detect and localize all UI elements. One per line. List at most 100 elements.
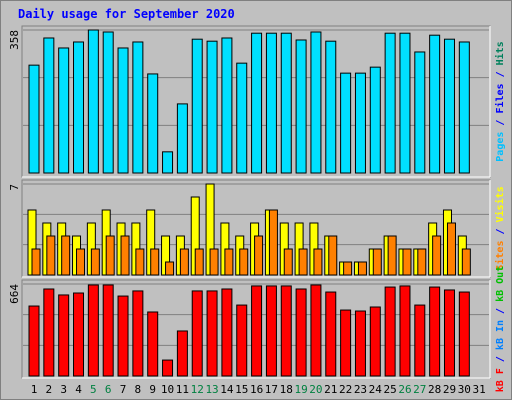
x-tick-label: 30 bbox=[458, 383, 471, 396]
x-tick-label: 9 bbox=[149, 383, 156, 396]
bar bbox=[298, 248, 308, 276]
bar bbox=[43, 37, 55, 174]
legend-entry: kB F bbox=[495, 368, 506, 392]
x-tick-label: 13 bbox=[205, 383, 218, 396]
bar bbox=[58, 294, 70, 377]
x-tick-label: 25 bbox=[384, 383, 397, 396]
bar bbox=[224, 248, 234, 276]
bar bbox=[179, 248, 189, 276]
bar bbox=[132, 290, 144, 377]
bar bbox=[43, 288, 55, 377]
bar bbox=[28, 64, 40, 174]
bar bbox=[254, 235, 264, 276]
x-tick-label: 17 bbox=[265, 383, 278, 396]
bar bbox=[209, 248, 219, 276]
bar bbox=[268, 209, 278, 276]
x-tick-label: 12 bbox=[191, 383, 204, 396]
legend-entry: Sites bbox=[494, 241, 506, 271]
legend-entry: / bbox=[495, 350, 506, 368]
legend-entry: / bbox=[495, 114, 506, 132]
x-tick-label: 29 bbox=[443, 383, 456, 396]
bar bbox=[429, 34, 441, 174]
bar bbox=[28, 305, 40, 377]
bar bbox=[73, 41, 85, 174]
bar bbox=[443, 38, 455, 174]
bar bbox=[102, 31, 114, 174]
bar bbox=[328, 235, 338, 276]
bar bbox=[432, 235, 442, 276]
bar bbox=[206, 290, 218, 377]
x-tick-label: 24 bbox=[369, 383, 383, 396]
bar bbox=[239, 248, 249, 276]
bar bbox=[265, 285, 277, 377]
bar bbox=[313, 248, 323, 276]
side-legend: Sites / VisitsVisitsSites bbox=[494, 186, 506, 270]
bar bbox=[162, 359, 174, 377]
bar bbox=[147, 311, 159, 377]
bar bbox=[283, 248, 293, 276]
chart-title: Daily usage for September 2020 bbox=[18, 7, 235, 21]
bar bbox=[446, 222, 456, 276]
bar bbox=[46, 235, 56, 276]
x-tick-label: 16 bbox=[250, 383, 263, 396]
bar bbox=[132, 41, 144, 174]
legend-entry: kB Out bbox=[495, 266, 506, 302]
bar bbox=[206, 40, 218, 174]
bar bbox=[325, 40, 337, 174]
bar bbox=[429, 286, 441, 377]
x-tick-label: 5 bbox=[90, 383, 97, 396]
bar bbox=[372, 248, 382, 276]
bar bbox=[384, 32, 396, 174]
bar bbox=[150, 248, 160, 276]
x-tick-label: 18 bbox=[280, 383, 293, 396]
x-tick-label: 1 bbox=[31, 383, 38, 396]
legend-entry: / bbox=[495, 222, 506, 240]
bar bbox=[443, 289, 455, 377]
bar bbox=[191, 38, 203, 174]
bar bbox=[87, 284, 99, 377]
bar bbox=[105, 235, 115, 276]
bar bbox=[402, 248, 412, 276]
bar bbox=[31, 248, 41, 276]
x-tick-label: 2 bbox=[46, 383, 53, 396]
legend-entry: / bbox=[495, 65, 506, 83]
bar bbox=[399, 32, 411, 174]
bar bbox=[310, 31, 322, 174]
legend-entry: Visits bbox=[494, 186, 506, 222]
x-tick-label: 20 bbox=[309, 383, 322, 396]
bar bbox=[280, 32, 292, 174]
bar bbox=[295, 288, 307, 377]
bar bbox=[221, 288, 233, 377]
x-tick-label: 7 bbox=[120, 383, 127, 396]
y-tick-label: 664 bbox=[8, 284, 21, 304]
x-tick-label: 3 bbox=[60, 383, 67, 396]
x-tick-label: 6 bbox=[105, 383, 112, 396]
bar bbox=[357, 261, 367, 276]
legend-entry: Hits bbox=[494, 41, 506, 65]
bar bbox=[147, 73, 159, 174]
bar bbox=[369, 66, 381, 174]
x-tick-label: 14 bbox=[220, 383, 234, 396]
bar bbox=[236, 62, 248, 174]
bar bbox=[120, 235, 130, 276]
side-legend: Pages / Files / HitsPages bbox=[494, 41, 506, 161]
x-tick-label: 22 bbox=[339, 383, 352, 396]
bar bbox=[117, 47, 129, 174]
bar bbox=[165, 261, 175, 276]
side-legend: kB F / kB In / kB OutkB F bbox=[495, 266, 506, 392]
legend-entry: Pages bbox=[495, 132, 506, 162]
bar bbox=[236, 304, 248, 377]
bar bbox=[399, 285, 411, 377]
x-tick-label: 27 bbox=[413, 383, 426, 396]
bar bbox=[295, 39, 307, 174]
bar bbox=[162, 151, 174, 174]
bar bbox=[310, 284, 322, 377]
bar bbox=[458, 41, 470, 174]
bar bbox=[340, 72, 352, 174]
x-tick-label: 8 bbox=[135, 383, 142, 396]
x-tick-label: 31 bbox=[473, 383, 486, 396]
x-tick-label: 28 bbox=[428, 383, 441, 396]
bar bbox=[387, 235, 397, 276]
bar bbox=[414, 51, 426, 174]
